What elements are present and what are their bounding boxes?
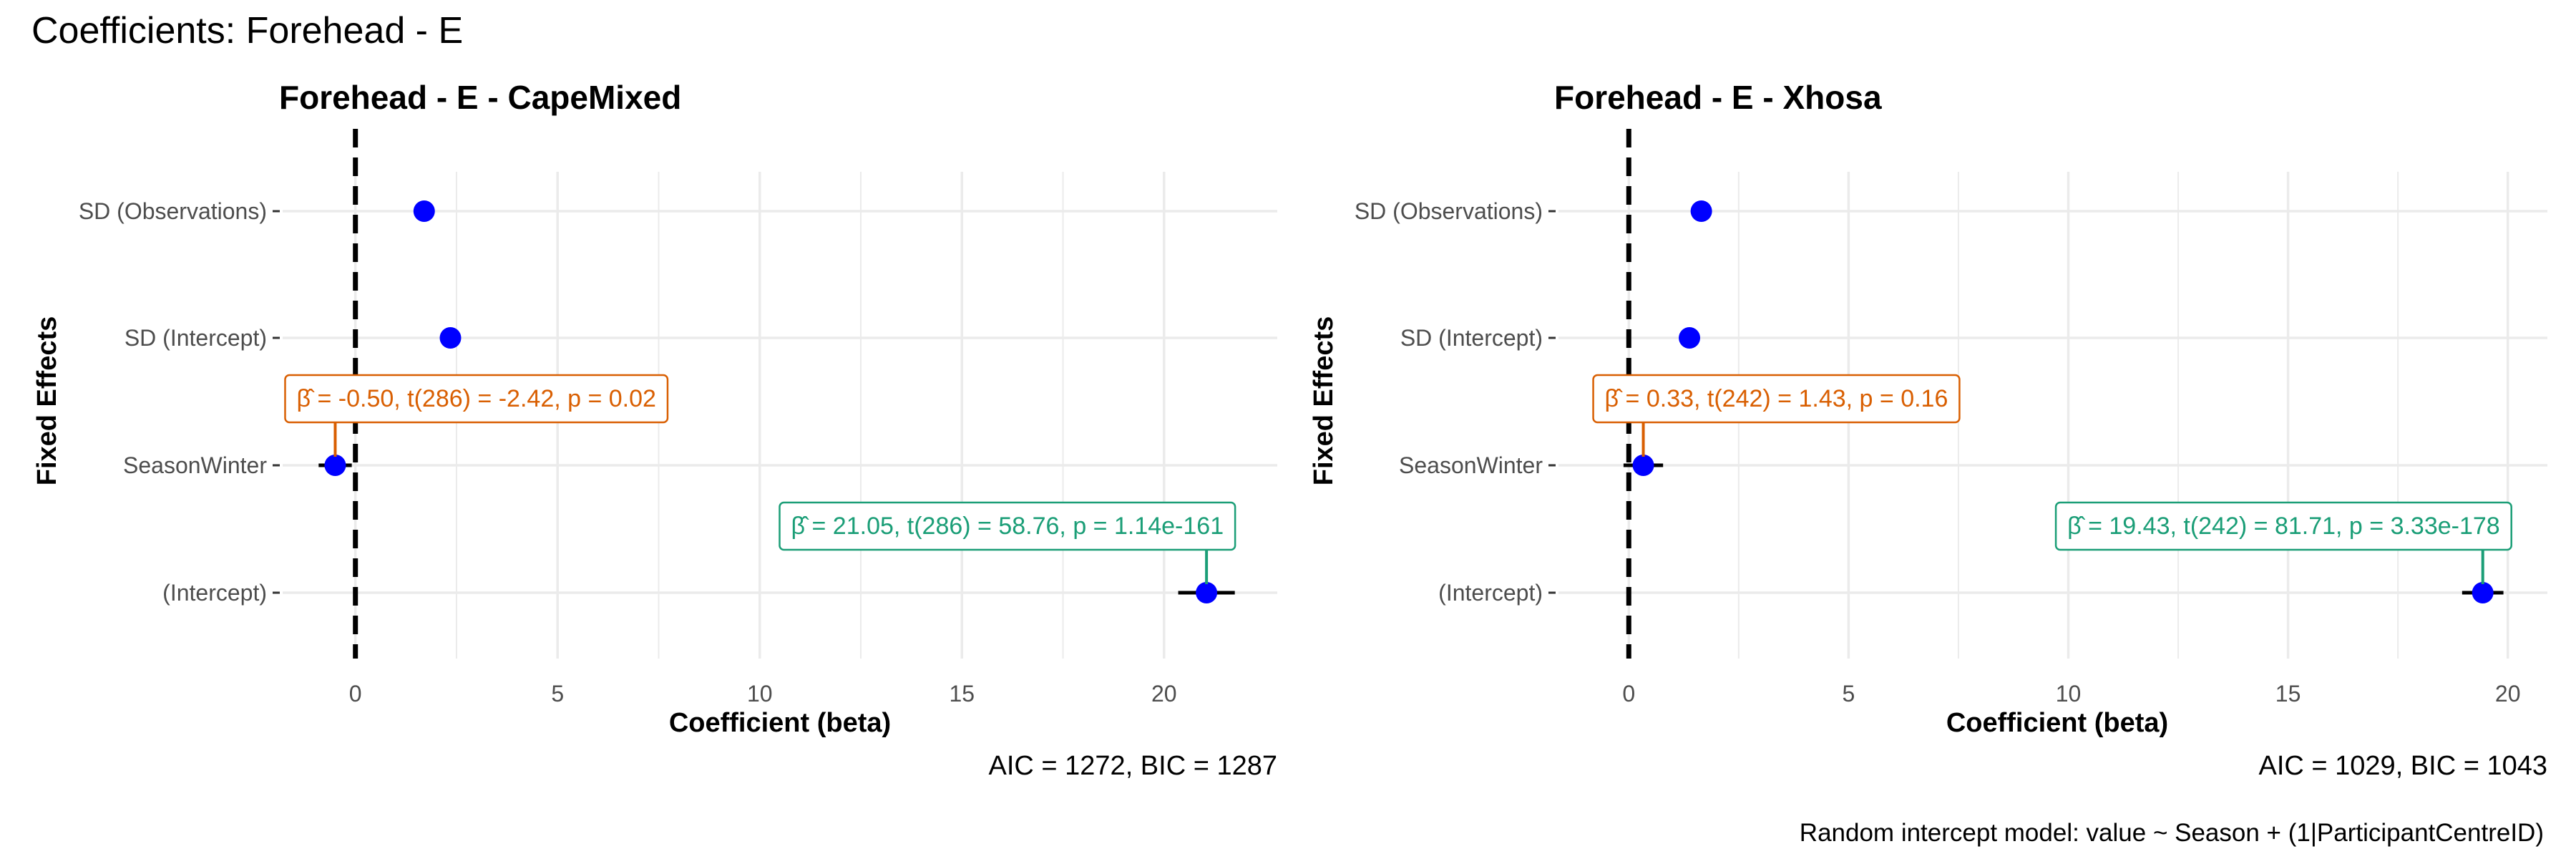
point-intercept bbox=[1196, 582, 1218, 603]
x-tick-label: 15 bbox=[949, 681, 975, 707]
stat-label-box bbox=[1592, 374, 1961, 424]
point-seasonwinter bbox=[324, 455, 346, 476]
panel-title: Forehead - E - Xhosa bbox=[1554, 79, 1882, 116]
model-footnote: Random intercept model: value ~ Season +… bbox=[1800, 819, 2544, 847]
beta-hat-symbol: β̂ bbox=[1605, 385, 1626, 412]
stat-values: = -0.50, t(286) = -2.42, p = 0.02 bbox=[317, 385, 655, 412]
y-tick-label-sd-observations: SD (Observations) bbox=[1355, 198, 1543, 224]
panel-xhosa: SD (Observations) SD (Intercept) SeasonWin… bbox=[1309, 79, 2547, 781]
x-tick-label: 20 bbox=[1151, 681, 1177, 707]
fit-caption: AIC = 1029, BIC = 1043 bbox=[2259, 751, 2548, 781]
fit-caption: AIC = 1272, BIC = 1287 bbox=[989, 751, 1278, 781]
x-tick-label: 10 bbox=[747, 681, 773, 707]
stat-label-text: β̂ = 21.05, t(286) = 58.76, p = 1.14e-16… bbox=[791, 513, 1224, 540]
y-tick-label-intercept: (Intercept) bbox=[162, 580, 267, 606]
stat-label-intercept: β̂ = 21.05, t(286) = 58.76, p = 1.14e-16… bbox=[779, 501, 1236, 584]
stat-label-box bbox=[2054, 501, 2512, 551]
y-tick-label-seasonwinter: SeasonWinter bbox=[1399, 452, 1543, 478]
panel-capemixed: SD (Observations) SD (Intercept) SeasonWin… bbox=[32, 79, 1277, 781]
x-tick-label: 15 bbox=[2275, 681, 2301, 707]
point-sd-intercept bbox=[1679, 327, 1701, 349]
x-axis-title: Coefficient (beta) bbox=[1946, 708, 2168, 738]
stat-values: = 21.05, t(286) = 58.76, p = 1.14e-161 bbox=[812, 513, 1224, 540]
beta-hat-symbol: β̂ bbox=[791, 513, 811, 540]
point-sd-intercept bbox=[439, 327, 462, 349]
point-seasonwinter bbox=[1632, 455, 1654, 476]
x-tick-label: 10 bbox=[2056, 681, 2082, 707]
stat-values: = 19.43, t(242) = 81.71, p = 3.33e-178 bbox=[2088, 513, 2500, 540]
stat-label-text: β̂ = 0.33, t(242) = 1.43, p = 0.16 bbox=[1605, 385, 1948, 412]
x-axis-title: Coefficient (beta) bbox=[669, 708, 891, 738]
point-intercept bbox=[2472, 582, 2494, 603]
beta-hat-symbol: β̂ bbox=[296, 385, 317, 412]
x-tick-label: 0 bbox=[349, 681, 362, 707]
figure-title: Coefficients: Forehead - E bbox=[31, 10, 463, 52]
beta-hat-symbol: β̂ bbox=[2067, 513, 2088, 540]
stat-label-text: β̂ = 19.43, t(242) = 81.71, p = 3.33e-17… bbox=[2067, 513, 2500, 540]
panel-title: Forehead - E - CapeMixed bbox=[279, 79, 681, 116]
point-sd-observations bbox=[413, 200, 435, 222]
y-tick-label-sd-observations: SD (Observations) bbox=[79, 198, 267, 224]
y-tick-label-sd-intercept: SD (Intercept) bbox=[1400, 325, 1543, 351]
y-tick-label-sd-intercept: SD (Intercept) bbox=[125, 325, 267, 351]
x-tick-label: 5 bbox=[551, 681, 564, 707]
point-sd-observations bbox=[1690, 200, 1712, 222]
x-tick-label: 0 bbox=[1622, 681, 1635, 707]
y-tick-label-intercept: (Intercept) bbox=[1438, 580, 1543, 606]
x-tick-label: 20 bbox=[2495, 681, 2521, 707]
stat-label-seasonwinter: β̂ = -0.50, t(286) = -2.42, p = 0.02 bbox=[284, 374, 669, 457]
stat-label-box bbox=[284, 374, 669, 424]
stat-label-box bbox=[779, 501, 1236, 551]
x-tick-label: 5 bbox=[1842, 681, 1855, 707]
stat-label-text: β̂ = -0.50, t(286) = -2.42, p = 0.02 bbox=[296, 385, 656, 412]
stat-label-seasonwinter: β̂ = 0.33, t(242) = 1.43, p = 0.16 bbox=[1592, 374, 1961, 457]
stat-values: = 0.33, t(242) = 1.43, p = 0.16 bbox=[1626, 385, 1948, 412]
y-tick-label-seasonwinter: SeasonWinter bbox=[123, 452, 267, 478]
y-axis-title: Fixed Effects bbox=[32, 316, 62, 486]
stat-label-intercept: β̂ = 19.43, t(242) = 81.71, p = 3.33e-17… bbox=[2054, 501, 2512, 584]
y-axis-title: Fixed Effects bbox=[1309, 316, 1339, 486]
